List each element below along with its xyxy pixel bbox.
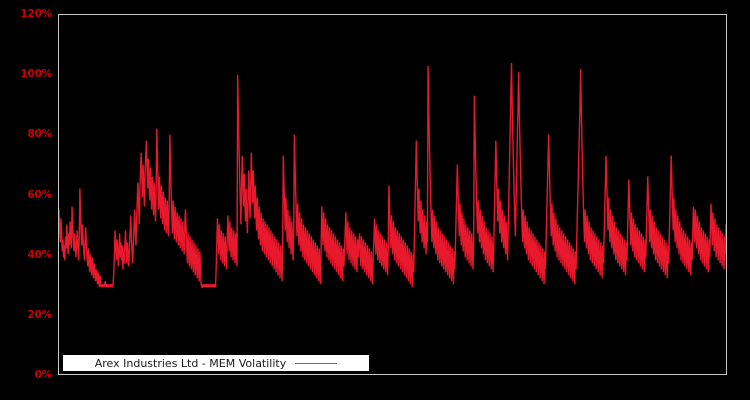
y-axis: 0% 20% 40% 60% 80% 100% 120% [0, 0, 52, 400]
y-tick-label: 0% [34, 369, 53, 381]
legend-label: Arex Industries Ltd - MEM Volatility [94, 356, 287, 370]
y-tick-label: 60% [27, 188, 52, 201]
y-tick-label: 120% [20, 8, 52, 20]
plot-area [58, 14, 727, 375]
y-tick-label: 20% [27, 308, 52, 321]
chart-legend: Arex Industries Ltd - MEM Volatility [63, 355, 369, 371]
legend-color-swatch [295, 362, 338, 364]
volatility-line-series [59, 62, 726, 288]
y-tick-label: 80% [27, 128, 52, 141]
y-tick-label: 100% [20, 68, 52, 81]
y-tick-label: 40% [27, 248, 52, 261]
